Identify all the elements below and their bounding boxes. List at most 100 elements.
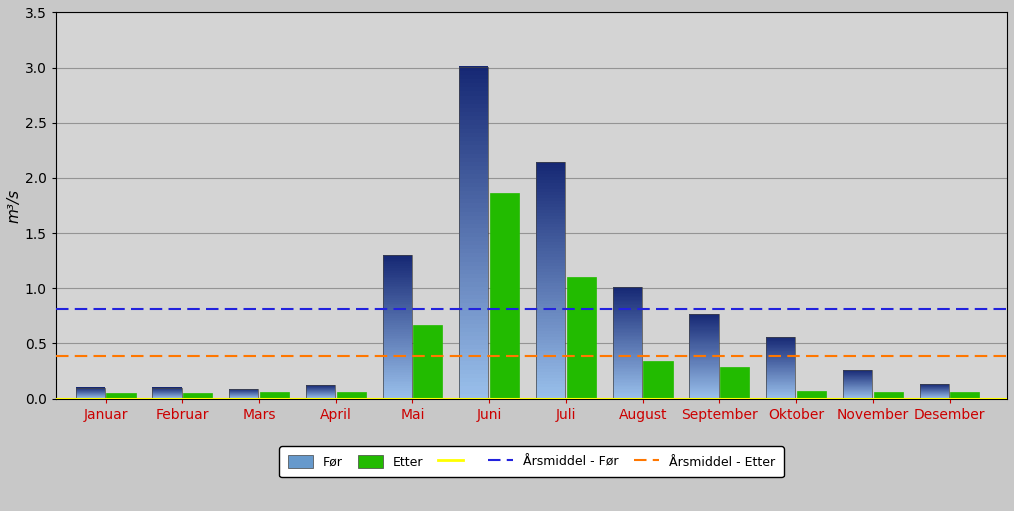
Bar: [536, 301, 565, 304]
Bar: [612, 375, 642, 376]
Bar: [767, 382, 795, 383]
Bar: [612, 368, 642, 369]
Bar: [767, 355, 795, 356]
Bar: [414, 324, 442, 399]
Bar: [459, 191, 489, 195]
Bar: [690, 398, 719, 399]
Bar: [459, 96, 489, 100]
Bar: [382, 273, 412, 275]
Bar: [459, 182, 489, 187]
Bar: [382, 284, 412, 286]
Bar: [690, 372, 719, 373]
Bar: [459, 278, 489, 283]
Bar: [536, 384, 565, 387]
Bar: [459, 295, 489, 299]
Bar: [612, 365, 642, 366]
Bar: [382, 349, 412, 350]
Bar: [459, 241, 489, 245]
Bar: [767, 364, 795, 365]
Bar: [612, 320, 642, 322]
Bar: [767, 340, 795, 341]
Bar: [382, 391, 412, 393]
Bar: [767, 398, 795, 399]
Bar: [536, 166, 565, 169]
Bar: [382, 325, 412, 327]
Bar: [767, 391, 795, 392]
Bar: [536, 354, 565, 357]
Bar: [459, 228, 489, 233]
Bar: [536, 230, 565, 234]
Bar: [459, 66, 489, 399]
Bar: [690, 392, 719, 393]
Bar: [459, 224, 489, 228]
Bar: [536, 357, 565, 360]
Bar: [459, 245, 489, 249]
Bar: [690, 344, 719, 345]
Bar: [382, 271, 412, 273]
Bar: [106, 393, 136, 399]
Bar: [767, 394, 795, 396]
Bar: [690, 361, 719, 362]
Bar: [536, 263, 565, 266]
Bar: [612, 304, 642, 305]
Bar: [459, 349, 489, 353]
Bar: [767, 359, 795, 360]
Bar: [382, 278, 412, 280]
Bar: [382, 261, 412, 262]
Bar: [690, 349, 719, 350]
Bar: [459, 324, 489, 328]
Bar: [767, 342, 795, 343]
Bar: [382, 356, 412, 357]
Bar: [382, 257, 412, 259]
Bar: [536, 339, 565, 342]
Bar: [459, 319, 489, 324]
Bar: [459, 216, 489, 220]
Bar: [767, 361, 795, 362]
Bar: [612, 361, 642, 362]
Bar: [382, 304, 412, 306]
Bar: [690, 354, 719, 355]
Bar: [536, 233, 565, 236]
Bar: [612, 351, 642, 353]
Bar: [459, 365, 489, 369]
Bar: [767, 357, 795, 358]
Bar: [767, 338, 795, 339]
Bar: [767, 371, 795, 373]
Bar: [382, 361, 412, 363]
Bar: [612, 387, 642, 389]
Bar: [767, 343, 795, 344]
Bar: [690, 362, 719, 363]
Bar: [690, 378, 719, 380]
Bar: [612, 343, 642, 344]
Bar: [644, 361, 672, 399]
Bar: [459, 270, 489, 274]
Bar: [690, 339, 719, 340]
Bar: [459, 382, 489, 386]
Bar: [459, 145, 489, 150]
Bar: [612, 329, 642, 330]
Bar: [382, 375, 412, 377]
Bar: [382, 389, 412, 391]
Bar: [536, 216, 565, 219]
Bar: [612, 378, 642, 379]
Bar: [382, 337, 412, 339]
Bar: [767, 358, 795, 359]
Bar: [382, 300, 412, 302]
Bar: [459, 203, 489, 207]
Bar: [536, 298, 565, 301]
Bar: [612, 397, 642, 399]
Bar: [690, 340, 719, 341]
Bar: [767, 351, 795, 352]
Bar: [536, 274, 565, 277]
Bar: [536, 307, 565, 310]
Bar: [612, 385, 642, 386]
Bar: [767, 363, 795, 364]
Bar: [536, 389, 565, 392]
Bar: [382, 276, 412, 278]
Bar: [767, 344, 795, 345]
Bar: [612, 298, 642, 299]
Bar: [536, 345, 565, 349]
Bar: [612, 316, 642, 318]
Bar: [612, 353, 642, 354]
Bar: [382, 268, 412, 269]
